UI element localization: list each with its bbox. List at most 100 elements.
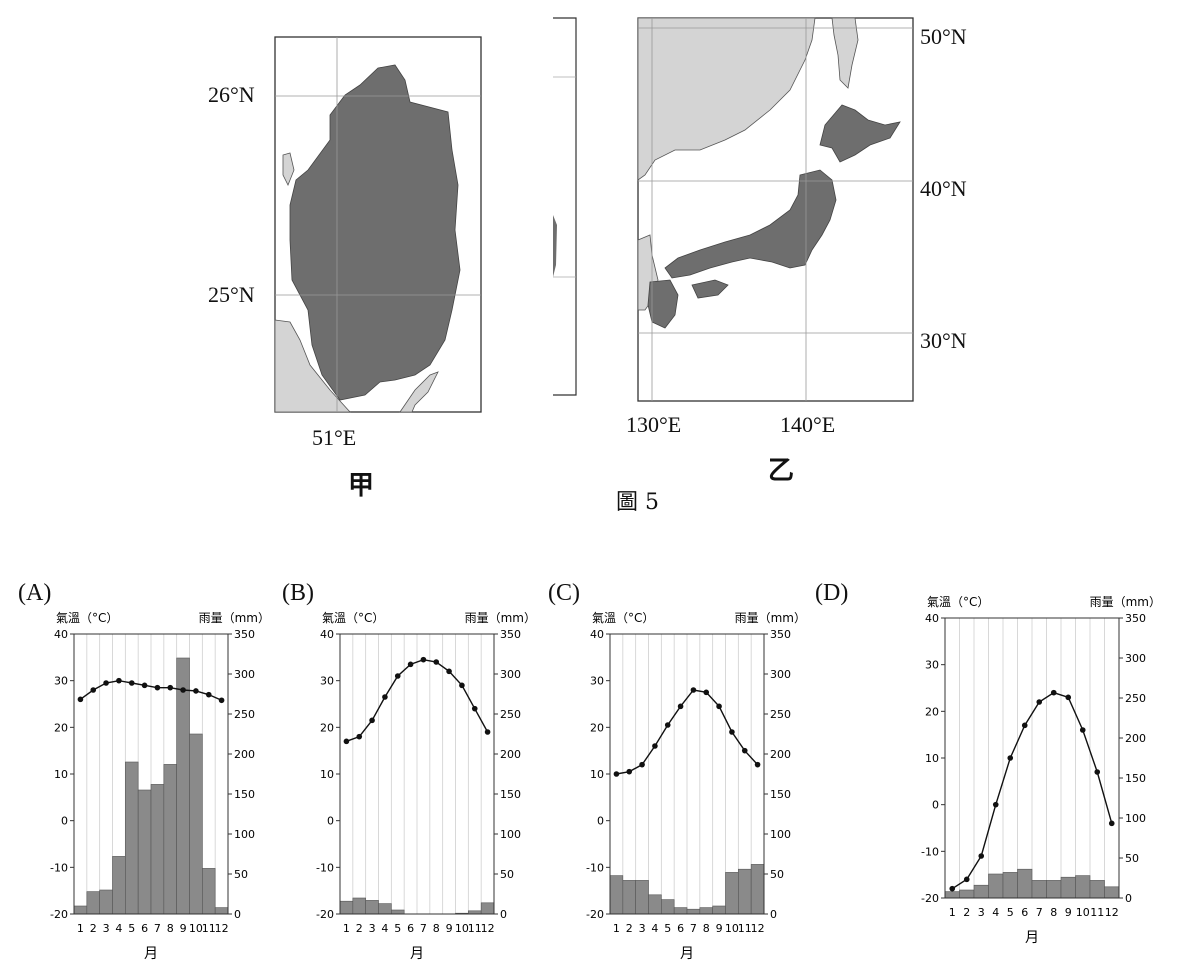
map-jia-caption: 甲 — [348, 471, 375, 501]
tick-label-right: 350 — [770, 628, 791, 641]
month-label: 3 — [369, 922, 376, 935]
month-label: 10 — [1076, 906, 1090, 919]
temperature-point — [729, 729, 735, 735]
panel-letter-d: (D) — [815, 580, 849, 606]
temperature-point — [90, 687, 97, 693]
month-label: 8 — [703, 922, 710, 935]
map-yi-frame — [637, 17, 914, 402]
climate-chart-a: 氣溫（°C） 雨量（mm）403020100-10-203503002502001… — [50, 611, 270, 962]
temperature-point — [193, 688, 199, 694]
month-label: 12 — [1105, 906, 1119, 919]
rainfall-bar — [661, 899, 675, 915]
temperature-point — [978, 853, 985, 859]
month-label: 8 — [433, 922, 440, 935]
temperature-point — [1065, 694, 1072, 701]
temperature-point — [141, 682, 148, 689]
tick-label-left: -10 — [921, 845, 939, 858]
tick-label-right: 0 — [500, 908, 507, 921]
rainfall-bar — [622, 880, 636, 915]
panel-letter-a: (A) — [18, 580, 52, 606]
tick-label-right: 300 — [234, 668, 255, 681]
temperature-point — [459, 682, 465, 689]
rainfall-bar — [214, 907, 229, 915]
map-yi: 50°N 40°N 30°N 130°E 140°E 乙 — [600, 10, 1020, 490]
qatar-shape — [289, 64, 461, 401]
month-label: 9 — [1065, 906, 1072, 919]
month-label: 1 — [77, 922, 84, 935]
lon-label-140e: 140°E — [780, 412, 836, 437]
rainfall-bar — [1017, 868, 1033, 899]
temperature-point — [626, 768, 633, 775]
tick-label-left: 10 — [590, 768, 604, 781]
rainfall-bar — [609, 875, 624, 915]
tick-label-right: 100 — [500, 828, 521, 841]
ylabel-right: 雨量（mm） — [1090, 595, 1161, 609]
temperature-point — [690, 687, 697, 693]
tick-label-right: 300 — [1125, 652, 1146, 665]
month-label: 5 — [128, 922, 135, 935]
climate-chart-b: 氣溫（°C） 雨量（mm）403020100-10-203503002502001… — [316, 611, 536, 962]
temperature-point — [613, 771, 620, 777]
month-label: 8 — [1050, 906, 1057, 919]
tick-label-right: 150 — [500, 788, 521, 801]
rainfall-bar — [480, 902, 495, 915]
temperature-point — [1079, 727, 1086, 733]
month-label: 2 — [626, 922, 633, 935]
rainfall-bar — [988, 873, 1004, 899]
ylabel-left: 氣溫（°C） — [322, 611, 384, 625]
rainfall-bar — [1075, 875, 1091, 899]
rainfall-bar — [944, 891, 960, 899]
xlabel: 月 — [410, 946, 424, 962]
temperature-point — [949, 885, 956, 892]
plot-frame — [944, 617, 1120, 899]
rainfall-bar — [725, 872, 739, 915]
temperature-point — [382, 694, 388, 700]
temperature-point — [484, 729, 491, 735]
temperature-point — [741, 747, 748, 754]
tick-label-right: 50 — [1125, 852, 1139, 865]
month-label: 11 — [468, 922, 482, 935]
rainfall-bar — [125, 761, 139, 915]
month-label: 7 — [420, 922, 427, 935]
month-label: 2 — [356, 922, 363, 935]
month-label: 1 — [613, 922, 620, 935]
rainfall-bar — [150, 784, 165, 915]
temperature-point — [218, 697, 225, 704]
rainfall-bar — [365, 900, 379, 915]
temperature-point — [180, 687, 186, 693]
month-label: 11 — [738, 922, 752, 935]
xlabel: 月 — [680, 946, 694, 962]
tick-label-right: 350 — [500, 628, 521, 641]
ylabel-right: 雨量（mm） — [465, 611, 536, 625]
month-label: 4 — [992, 906, 999, 919]
temperature-point — [420, 656, 427, 663]
month-label: 12 — [751, 922, 765, 935]
temperature-point — [433, 659, 440, 665]
temperature-point — [963, 876, 970, 883]
tick-label-right: 150 — [770, 788, 791, 801]
temperature-line — [951, 691, 1113, 890]
temperature-line — [346, 658, 489, 742]
ylabel-left: 氣溫（°C） — [56, 611, 118, 625]
tick-label-right: 200 — [500, 748, 521, 761]
month-label: 6 — [407, 922, 414, 935]
tick-label-right: 100 — [770, 828, 791, 841]
temperature-point — [154, 684, 161, 691]
ylabel-right: 雨量（mm） — [199, 611, 270, 625]
temperature-point — [356, 733, 363, 740]
rainfall-bar — [202, 868, 216, 915]
month-label: 1 — [343, 922, 350, 935]
temperature-point — [1007, 755, 1014, 761]
tick-label-left: -20 — [50, 908, 68, 921]
tick-label-right: 0 — [234, 908, 241, 921]
tick-label-left: 20 — [320, 721, 334, 734]
tick-label-right: 100 — [1125, 812, 1146, 825]
month-label: 8 — [167, 922, 174, 935]
tick-label-right: 100 — [234, 828, 255, 841]
month-label: 1 — [949, 906, 956, 919]
climate-chart-d: 氣溫（°C） 雨量（mm）403020100-10-203503002502001… — [921, 595, 1161, 946]
tick-label-left: 40 — [54, 628, 68, 641]
rainfall-bar — [738, 868, 752, 915]
tick-label-left: 30 — [925, 659, 939, 672]
tick-label-right: 200 — [770, 748, 791, 761]
